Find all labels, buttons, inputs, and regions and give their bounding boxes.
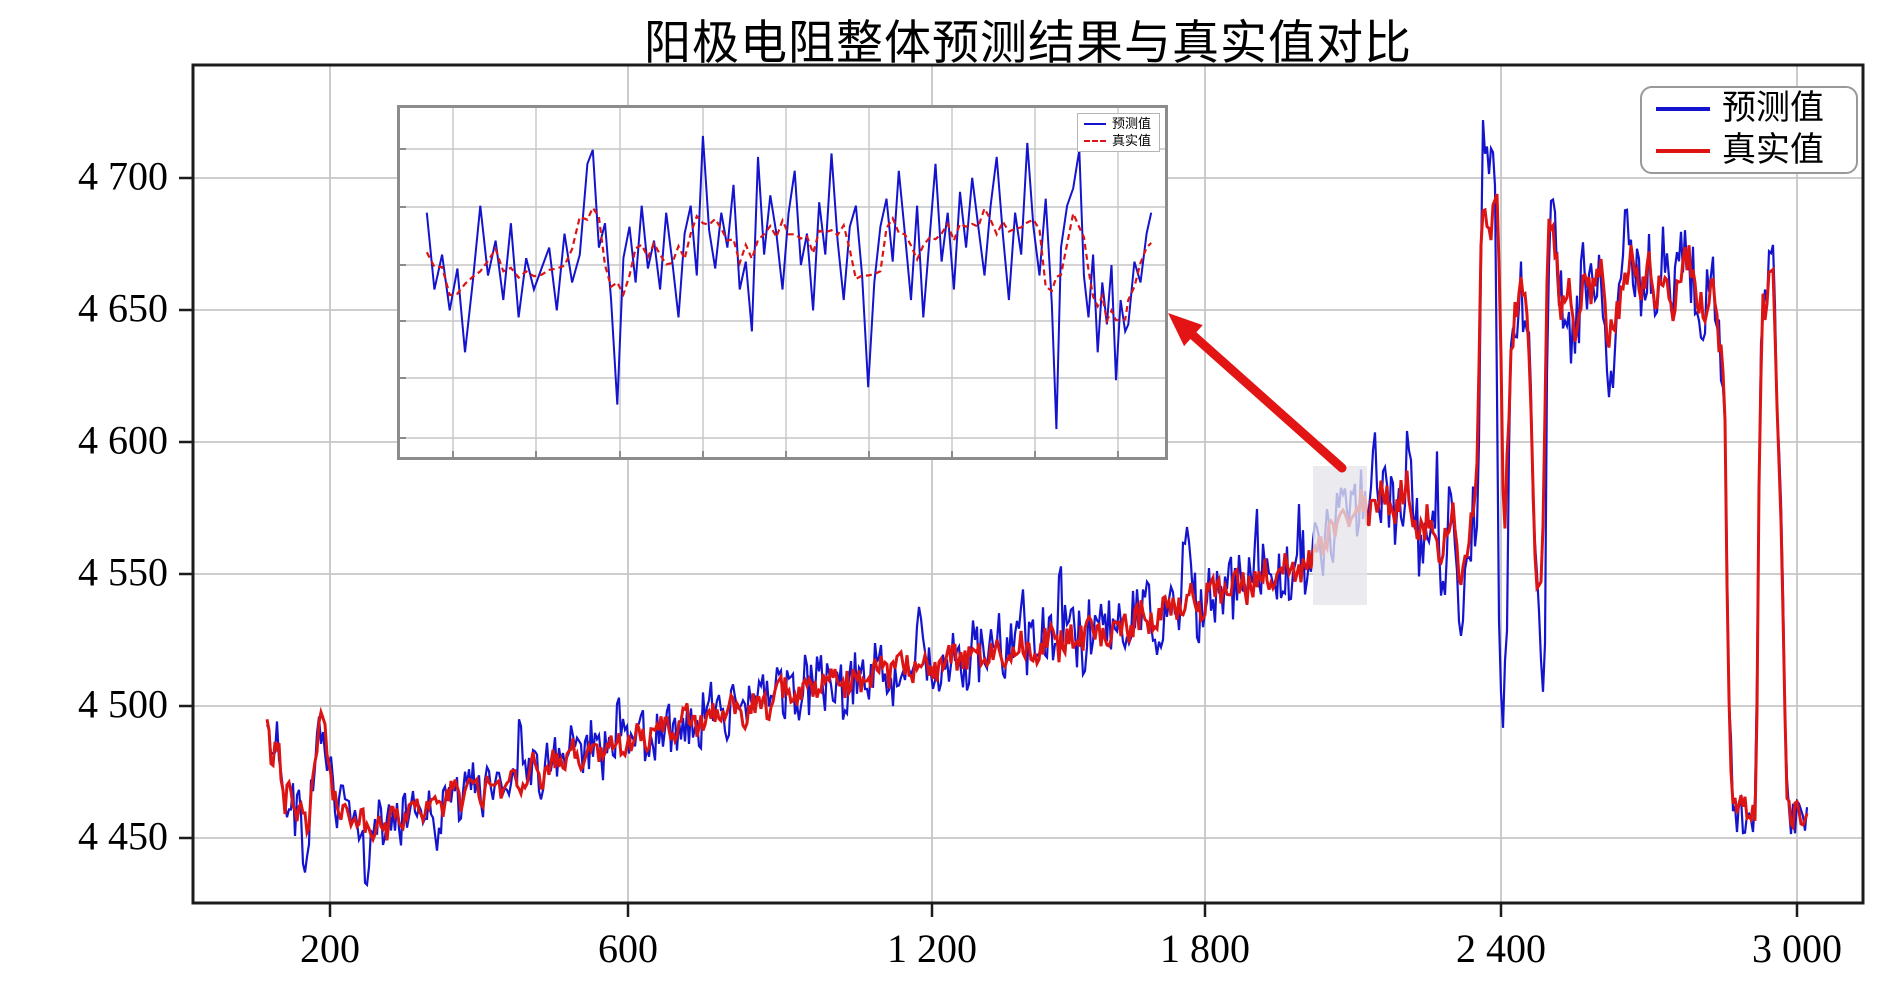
inset-legend-label: 真实值 (1111, 133, 1151, 148)
x-tick-label: 1 200 (887, 926, 977, 971)
predicted-line-swatch (1656, 107, 1710, 111)
y-tick-label: 4 500 (78, 681, 168, 727)
inset-legend-label: 预测值 (1111, 116, 1151, 131)
legend-label-predicted: 预测值 (1722, 90, 1824, 127)
zoom-source-highlight (1313, 466, 1367, 605)
y-tick-label: 4 700 (78, 153, 168, 199)
plot-frame (191, 63, 1865, 905)
inset-plot-svg (400, 108, 1165, 457)
legend-item-actual: 真实值 (1656, 132, 1856, 170)
main-legend: 预测值 真实值 (1640, 86, 1858, 174)
y-tick-label: 4 450 (78, 813, 168, 859)
inset-actual-line (425, 205, 1152, 325)
inset-legend-item-actual: 真实值 (1083, 133, 1151, 148)
x-tick-label: 2 400 (1456, 926, 1546, 971)
x-tick-label: 200 (300, 926, 360, 971)
annotation-arrow-shaft (1184, 327, 1347, 473)
annotation-arrow-head (1168, 313, 1203, 347)
y-tick-label: 4 650 (78, 285, 168, 331)
x-tick-label: 3 000 (1752, 926, 1842, 971)
predicted-line-swatch (1083, 122, 1106, 125)
inset-legend-item-predicted: 预测值 (1083, 116, 1151, 131)
chart-title: 阳极电阻整体预测结果与真实值对比 (644, 18, 1412, 70)
zoom-inset-plot: 预测值 真实值 (397, 105, 1168, 460)
actual-series-line (265, 193, 1809, 844)
inset-predicted-line (425, 135, 1153, 430)
legend-label-actual: 真实值 (1722, 132, 1824, 169)
x-tick-label: 1 800 (1160, 926, 1250, 971)
legend-item-predicted: 预测值 (1656, 90, 1856, 128)
x-tick-label: 600 (598, 926, 658, 971)
y-tick-label: 4 600 (78, 417, 168, 463)
actual-line-swatch (1083, 139, 1106, 142)
inset-legend: 预测值 真实值 (1076, 113, 1160, 152)
y-tick-label: 4 550 (78, 549, 168, 595)
actual-line-swatch (1656, 149, 1710, 153)
